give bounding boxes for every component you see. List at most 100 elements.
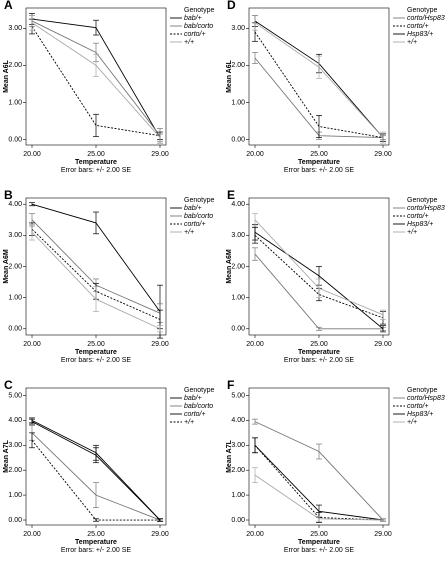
- x-tick-label: 25.00: [310, 531, 328, 538]
- y-tick-label: 0.00: [231, 326, 245, 333]
- series-line: [254, 235, 384, 319]
- y-tick-label: 4.00: [231, 417, 245, 424]
- legend-label: +/+: [407, 39, 417, 46]
- y-tick-label: 0.00: [8, 517, 22, 524]
- y-tick-label: 3.00: [8, 442, 22, 449]
- y-tick-label: 4.00: [8, 417, 22, 424]
- y-tick-label: 0.00: [8, 136, 22, 143]
- x-tick-label: 29.00: [151, 341, 169, 348]
- legend-title: Genotype: [407, 387, 437, 394]
- x-tick-label: 29.00: [151, 531, 169, 538]
- panel-label: E: [227, 188, 235, 202]
- y-tick-label: 1.00: [8, 99, 22, 106]
- panel-label: B: [4, 188, 13, 202]
- legend-label: Hsp83/+: [407, 221, 433, 228]
- legend-title: Genotype: [184, 7, 214, 14]
- y-tick-label: 2.00: [8, 263, 22, 270]
- legend-label: bab/+: [184, 15, 202, 22]
- subtitle: Error bars: +/- 2.00 SE: [284, 547, 355, 554]
- x-axis-label: Temperature: [298, 349, 340, 356]
- panel-label: F: [227, 378, 234, 392]
- y-tick-label: 0.00: [231, 517, 245, 524]
- y-tick-label: 2.00: [231, 467, 245, 474]
- legend-label: corto/Hsp83: [407, 15, 445, 22]
- y-tick-label: 4.00: [231, 201, 245, 208]
- legend-label: bab/+: [184, 395, 202, 402]
- y-axis-label: Mean A7L: [3, 439, 10, 473]
- x-tick-label: 29.00: [374, 151, 392, 158]
- x-tick-label: 20.00: [23, 531, 41, 538]
- y-tick-label: 1.00: [8, 492, 22, 499]
- y-tick-label: 3.00: [8, 232, 22, 239]
- legend-title: Genotype: [184, 197, 214, 204]
- x-axis-label: Temperature: [75, 539, 117, 546]
- y-tick-label: 5.00: [231, 392, 245, 399]
- legend-label: +/+: [184, 229, 194, 236]
- y-tick-label: 2.00: [231, 263, 245, 270]
- y-tick-label: 2.00: [8, 62, 22, 69]
- y-axis-label: Mean A6M: [226, 249, 233, 284]
- legend-label: bab/corto: [184, 213, 213, 220]
- legend-label: bab/+: [184, 205, 202, 212]
- y-tick-label: 0.00: [8, 326, 22, 333]
- y-tick-label: 2.00: [231, 62, 245, 69]
- legend-label: bab/corto: [184, 23, 213, 30]
- x-tick-label: 29.00: [151, 151, 169, 158]
- legend-title: Genotype: [407, 197, 437, 204]
- panel-label: D: [227, 0, 236, 12]
- x-tick-label: 25.00: [87, 151, 105, 158]
- subtitle: Error bars: +/- 2.00 SE: [284, 357, 355, 364]
- legend-label: Hsp83/+: [407, 31, 433, 38]
- x-tick-label: 29.00: [374, 341, 392, 348]
- x-tick-label: 20.00: [246, 151, 264, 158]
- legend-label: corto/+: [184, 221, 206, 228]
- y-tick-label: 1.00: [231, 492, 245, 499]
- panel-label: A: [4, 0, 13, 12]
- legend-label: corto/+: [407, 23, 429, 30]
- x-axis-label: Temperature: [75, 159, 117, 166]
- subtitle: Error bars: +/- 2.00 SE: [61, 357, 132, 364]
- subtitle: Error bars: +/- 2.00 SE: [61, 167, 132, 174]
- legend-label: corto/Hsp83: [407, 205, 445, 212]
- legend-label: corto/+: [184, 31, 206, 38]
- x-axis-label: Temperature: [75, 349, 117, 356]
- y-tick-label: 3.00: [231, 442, 245, 449]
- legend-label: +/+: [407, 229, 417, 236]
- y-axis-label: Mean A7L: [226, 439, 233, 473]
- series-line: [31, 26, 161, 137]
- legend-label: bab/corto: [184, 403, 213, 410]
- y-tick-label: 0.00: [231, 136, 245, 143]
- x-tick-label: 20.00: [246, 531, 264, 538]
- x-tick-label: 25.00: [87, 531, 105, 538]
- y-axis-label: Mean A6L: [3, 59, 10, 93]
- panel-label: C: [4, 378, 13, 392]
- y-tick-label: 3.00: [231, 232, 245, 239]
- y-tick-label: 1.00: [231, 99, 245, 106]
- series-line: [254, 444, 384, 521]
- legend-label: corto/+: [407, 213, 429, 220]
- y-tick-label: 3.00: [231, 25, 245, 32]
- x-axis-label: Temperature: [298, 539, 340, 546]
- x-tick-label: 25.00: [310, 151, 328, 158]
- subtitle: Error bars: +/- 2.00 SE: [61, 547, 132, 554]
- x-tick-label: 25.00: [87, 341, 105, 348]
- subtitle: Error bars: +/- 2.00 SE: [284, 167, 355, 174]
- legend-label: corto/Hsp83: [407, 395, 445, 402]
- x-tick-label: 20.00: [23, 341, 41, 348]
- x-axis-label: Temperature: [298, 159, 340, 166]
- legend-label: Hsp83/+: [407, 411, 433, 418]
- legend-title: Genotype: [184, 387, 214, 394]
- legend-label: corto/+: [184, 411, 206, 418]
- legend-title: Genotype: [407, 7, 437, 14]
- y-axis-label: Mean A6L: [226, 59, 233, 93]
- y-tick-label: 1.00: [231, 294, 245, 301]
- legend-label: +/+: [184, 419, 194, 426]
- legend-label: corto/+: [407, 403, 429, 410]
- x-tick-label: 25.00: [310, 341, 328, 348]
- x-tick-label: 29.00: [374, 531, 392, 538]
- y-tick-label: 1.00: [8, 294, 22, 301]
- y-axis-label: Mean A6M: [3, 249, 10, 284]
- x-tick-label: 20.00: [23, 151, 41, 158]
- legend-label: +/+: [407, 419, 417, 426]
